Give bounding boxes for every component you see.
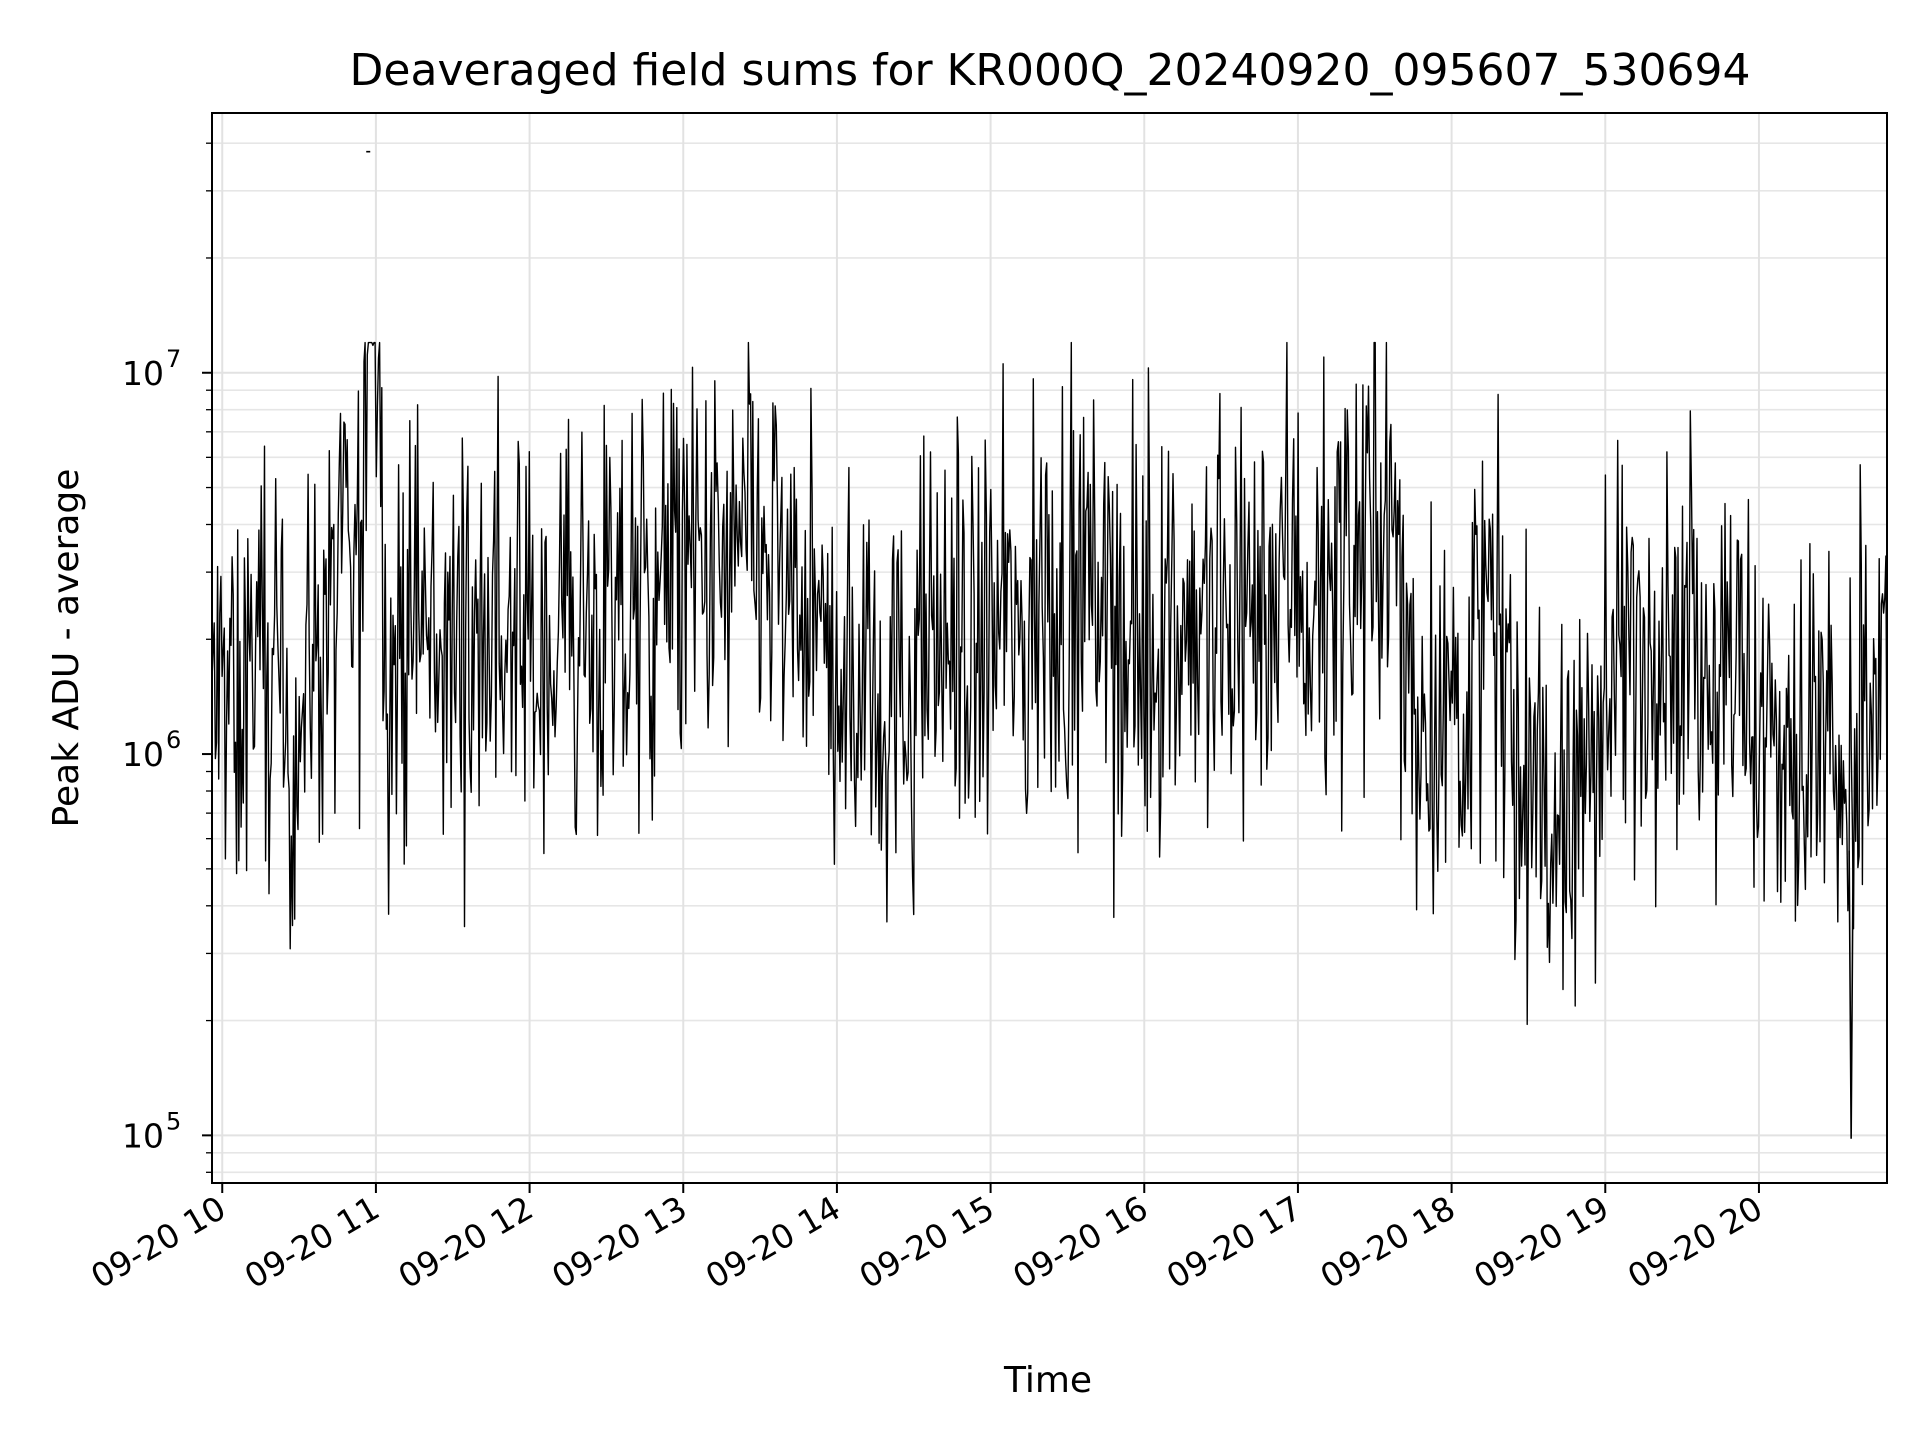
x-tick-label: 09-20 15 xyxy=(853,1188,1001,1296)
x-axis-label: Time xyxy=(1003,1360,1092,1401)
y-tick-label: 10 xyxy=(122,735,164,774)
series-line xyxy=(211,341,1888,1026)
y-tick-exponent: 5 xyxy=(166,1107,181,1135)
x-tick-label: 09-20 13 xyxy=(545,1188,693,1296)
x-tick-label: 09-20 20 xyxy=(1621,1188,1769,1296)
y-tick-exponent: 7 xyxy=(166,345,181,373)
plot-area xyxy=(211,150,1888,1139)
y-tick-exponent: 6 xyxy=(166,726,181,754)
x-tick-label: 09-20 18 xyxy=(1314,1188,1462,1296)
y-tick-label: 10 xyxy=(122,1116,164,1155)
x-tick-label: 09-20 14 xyxy=(699,1188,847,1296)
x-tick-label: 09-20 17 xyxy=(1160,1188,1308,1296)
x-tick-label: 09-20 10 xyxy=(84,1188,232,1296)
chart-title: Deaveraged field sums for KR000Q_2024092… xyxy=(350,45,1751,96)
x-tick-label: 09-20 19 xyxy=(1467,1188,1615,1296)
x-tick-label: 09-20 16 xyxy=(1006,1188,1154,1296)
y-axis-label: Peak ADU - average xyxy=(46,469,87,828)
x-tick-label: 09-20 11 xyxy=(238,1188,386,1296)
axes-frame xyxy=(211,112,1888,1184)
y-tick-label: 10 xyxy=(122,354,164,393)
x-tick-label: 09-20 12 xyxy=(392,1188,540,1296)
